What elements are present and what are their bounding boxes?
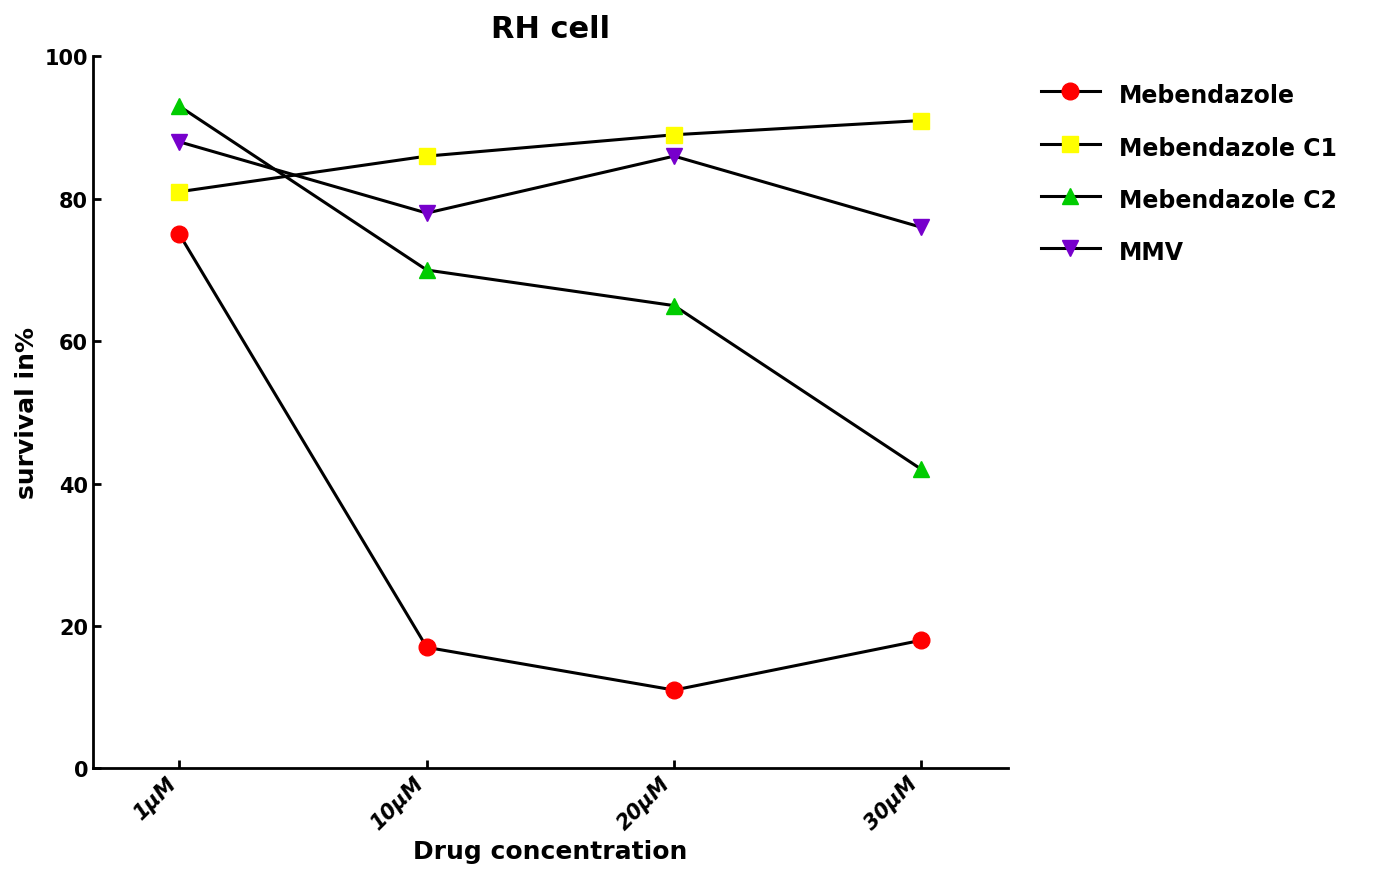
Mebendazole C2 (913, 464, 930, 475)
Line: Mebendazole C1: Mebendazole C1 (171, 113, 930, 201)
Title: RH cell: RH cell (491, 15, 610, 44)
Y-axis label: survival in%: survival in% (15, 327, 39, 499)
Mebendazole (913, 636, 930, 646)
Line: MMV: MMV (171, 134, 930, 236)
Legend: Mebendazole, Mebendazole C1, Mebendazole C2, MMV: Mebendazole, Mebendazole C1, Mebendazole… (1029, 69, 1348, 278)
Mebendazole C2 (419, 265, 435, 276)
Mebendazole (171, 230, 188, 241)
Mebendazole C1 (913, 116, 930, 126)
Mebendazole (666, 685, 683, 695)
Mebendazole C2 (666, 301, 683, 312)
MMV (913, 223, 930, 234)
MMV (666, 152, 683, 162)
Mebendazole (419, 643, 435, 653)
Mebendazole C1 (171, 187, 188, 198)
X-axis label: Drug concentration: Drug concentration (413, 839, 687, 863)
Mebendazole C2 (171, 102, 188, 112)
Mebendazole C1 (666, 130, 683, 140)
Line: Mebendazole: Mebendazole (171, 227, 930, 699)
MMV (171, 138, 188, 148)
Mebendazole C1 (419, 152, 435, 162)
MMV (419, 209, 435, 220)
Line: Mebendazole C2: Mebendazole C2 (171, 99, 930, 479)
